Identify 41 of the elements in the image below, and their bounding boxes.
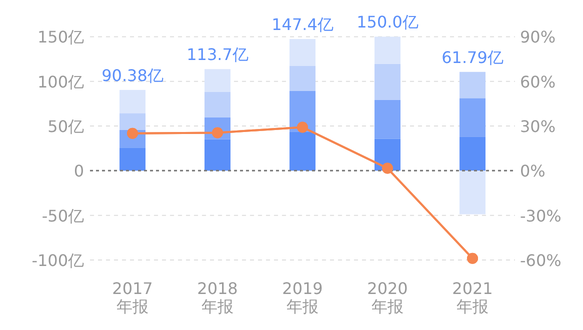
y2-tick-label: 90%	[520, 28, 556, 47]
x-tick-label: 2019 年报	[282, 279, 323, 316]
total-label: 147.4亿	[272, 15, 334, 34]
bar	[460, 98, 486, 137]
x-tick-label: 2020 年报	[367, 279, 408, 316]
point	[382, 162, 393, 174]
y2-tick-label: 0%	[520, 162, 546, 181]
bar	[120, 148, 146, 171]
x-tick-label: 2017 年报	[112, 279, 153, 316]
x-tick-label: 2021 年报	[452, 279, 493, 316]
bar	[204, 139, 230, 171]
bar	[120, 90, 146, 114]
bar	[374, 36, 400, 64]
bar	[374, 64, 400, 100]
bar	[460, 136, 486, 171]
y-tick-label: 150亿	[37, 28, 84, 47]
y-tick-label: 50亿	[48, 117, 84, 136]
bar	[120, 113, 146, 130]
bar	[290, 66, 316, 92]
bar	[204, 69, 230, 92]
bar	[374, 100, 400, 139]
total-label: 113.7亿	[186, 45, 248, 64]
bar	[460, 170, 486, 214]
bar	[460, 72, 486, 98]
y-tick-label: 100亿	[37, 72, 84, 92]
total-label: 150.0亿	[356, 12, 418, 32]
y2-tick-label: 60%	[520, 72, 556, 92]
y-tick-label: -100亿	[32, 251, 84, 270]
bar	[290, 39, 316, 66]
y2-tick-label: -30%	[520, 206, 562, 226]
total-label: 61.79亿	[442, 48, 504, 67]
bar	[290, 132, 316, 171]
y2-tick-label: 30%	[520, 117, 556, 136]
y2-tick-label: -60%	[520, 251, 562, 270]
point	[297, 122, 308, 133]
y-tick-label: -50亿	[42, 206, 84, 226]
x-tick-label: 2018 年报	[197, 279, 238, 316]
bar	[204, 92, 230, 118]
point	[467, 252, 478, 264]
y-tick-label: 0	[74, 162, 84, 181]
total-label: 90.38亿	[102, 66, 164, 85]
